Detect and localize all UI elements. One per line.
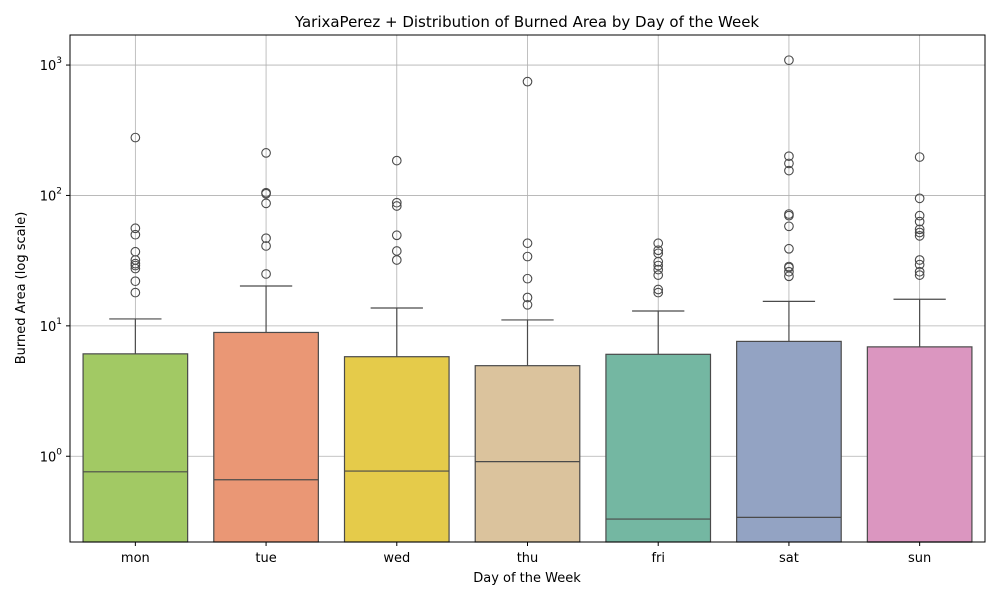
- outlier-point: [261, 233, 271, 244]
- x-tick-label-wed: wed: [383, 551, 410, 566]
- outlier-point: [784, 243, 794, 254]
- outlier-point: [130, 276, 141, 287]
- outlier-point: [130, 229, 141, 240]
- x-tick-label-sun: sun: [908, 551, 931, 566]
- outlier-point: [914, 216, 925, 227]
- outlier-point: [522, 292, 533, 303]
- outlier-point: [784, 266, 794, 277]
- outlier-point: [653, 284, 664, 295]
- outlier-point: [784, 55, 794, 66]
- outlier-point: [130, 260, 141, 271]
- box-thu: [474, 76, 581, 543]
- outlier-point: [914, 193, 925, 204]
- iqr-box: [736, 340, 842, 543]
- outlier-point: [261, 198, 271, 209]
- y-tick-label: 101: [40, 317, 62, 335]
- outlier-point: [784, 271, 794, 282]
- y-tick-label: 102: [40, 186, 62, 204]
- iqr-box: [343, 356, 450, 543]
- outlier-point: [522, 238, 533, 249]
- outlier-point: [653, 264, 664, 275]
- outlier-point: [522, 251, 533, 262]
- x-tick-label-sat: sat: [779, 551, 799, 566]
- outlier-point: [130, 132, 141, 143]
- iqr-box: [82, 353, 189, 543]
- outlier-point: [653, 270, 664, 280]
- outlier-point: [261, 241, 271, 251]
- x-axis-label: Day of the Week: [473, 571, 581, 586]
- box-tue: [213, 148, 319, 543]
- outlier-point: [653, 260, 664, 271]
- box-sun: [866, 152, 973, 543]
- y-axis-ticks: 100 101 102 103: [40, 56, 70, 465]
- outlier-point: [914, 152, 925, 162]
- x-tick-label-tue: tue: [255, 551, 276, 566]
- outlier-point: [784, 210, 794, 221]
- y-tick-label: 103: [40, 56, 62, 74]
- iqr-box: [605, 353, 712, 543]
- outlier-point: [914, 210, 925, 221]
- x-axis-ticks: mon tue wed thu fri sat sun: [121, 542, 931, 566]
- box-sat: [736, 55, 842, 543]
- outlier-point: [261, 148, 271, 158]
- outlier-point: [261, 269, 271, 279]
- iqr-box: [213, 331, 319, 543]
- outlier-point: [914, 255, 925, 265]
- outlier-point: [914, 266, 925, 277]
- outlier-point: [391, 230, 402, 241]
- outlier-point: [391, 197, 402, 208]
- outlier-point: [914, 227, 925, 238]
- y-axis-label: Burned Area (log scale): [14, 212, 29, 365]
- outlier-point: [914, 259, 925, 270]
- outlier-point: [653, 256, 664, 267]
- x-tick-label-fri: fri: [651, 551, 665, 566]
- outlier-point: [261, 188, 271, 199]
- outlier-point: [914, 224, 925, 235]
- plot-frame: [69, 34, 986, 543]
- outlier-point: [653, 287, 664, 298]
- outlier-point: [653, 245, 664, 256]
- chart-title: YarixaPerez + Distribution of Burned Are…: [294, 13, 760, 31]
- outlier-point: [130, 263, 141, 274]
- outlier-point: [522, 299, 533, 310]
- outlier-point: [784, 165, 794, 176]
- box-fri: [605, 238, 712, 543]
- outlier-point: [784, 151, 794, 162]
- iqr-box: [474, 365, 581, 543]
- box-series: [82, 55, 973, 543]
- outlier-point: [914, 230, 925, 241]
- outlier-point: [914, 270, 925, 280]
- y-tick-label: 100: [40, 447, 63, 465]
- x-tick-label-thu: thu: [517, 551, 539, 566]
- outlier-point: [391, 255, 402, 265]
- box-mon: [82, 132, 189, 543]
- outlier-point: [391, 155, 402, 166]
- outlier-point: [522, 76, 533, 87]
- iqr-box: [866, 346, 973, 543]
- outlier-point: [391, 201, 402, 211]
- outlier-point: [130, 223, 141, 234]
- outlier-point: [784, 221, 794, 232]
- x-tick-label-mon: mon: [121, 551, 150, 566]
- outlier-point: [130, 287, 141, 298]
- outlier-point: [522, 273, 533, 284]
- box-wed: [343, 155, 450, 543]
- outlier-point: [653, 238, 664, 249]
- outlier-point: [784, 158, 794, 169]
